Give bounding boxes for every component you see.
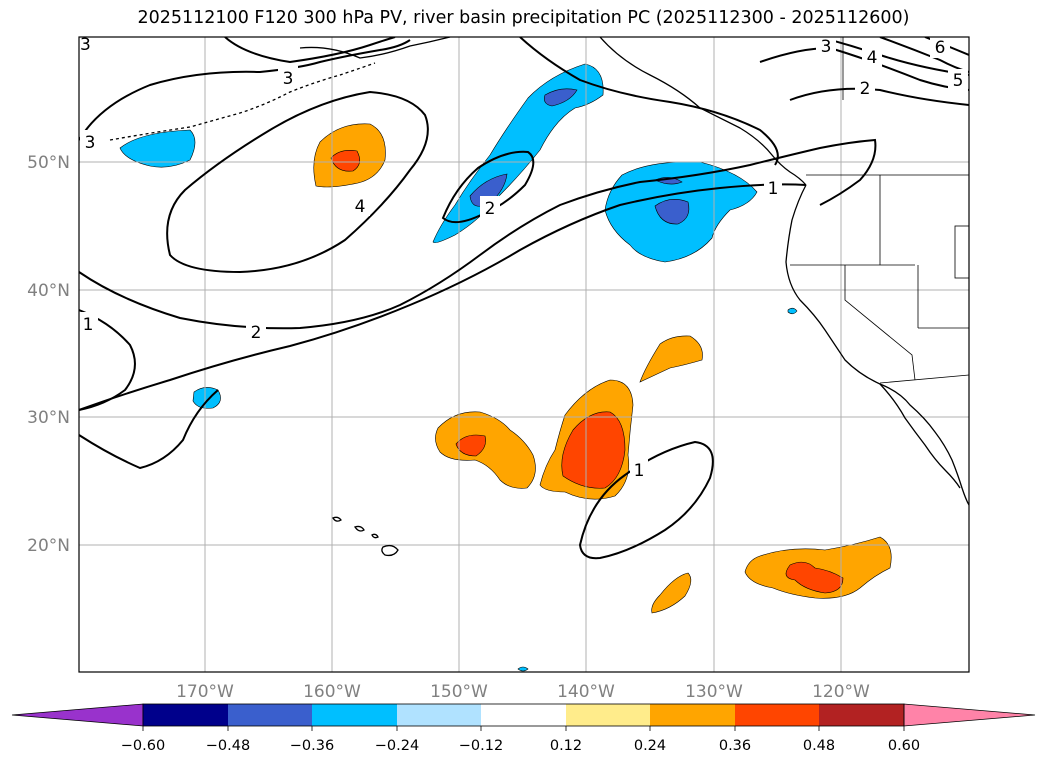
colorbar-tick-label: 0.12 xyxy=(550,738,582,754)
lat-label: 20°N xyxy=(27,536,70,556)
colorbar-extend-high xyxy=(903,703,1036,727)
contour-label: 3 xyxy=(821,37,832,57)
contour-2-north xyxy=(224,37,396,64)
aleutian-chain xyxy=(109,62,376,141)
colorbar-tick-label: 0.60 xyxy=(888,738,920,754)
southeast-alaska-coast xyxy=(599,37,807,186)
contour-2-northeast xyxy=(789,87,969,106)
pos-area-subtropical-4 xyxy=(651,572,692,614)
contour-1-main xyxy=(79,183,807,411)
colorbar-tick-label: 0.48 xyxy=(803,738,835,754)
map-plot-area: 3 3 4 2 2 1 1 1 3 4 5 6 2 3 xyxy=(79,35,969,672)
latitude-labels: 50°N 40°N 30°N 20°N xyxy=(27,153,70,556)
colorbar-tick-label: −0.36 xyxy=(290,738,334,754)
colorbar-tick-label: −0.60 xyxy=(121,738,165,754)
baja-peninsula xyxy=(879,383,961,489)
contour-2-loop xyxy=(441,150,535,224)
contour-4 xyxy=(166,90,429,274)
pos-area-subtropical-3 xyxy=(639,335,703,383)
lon-label: 160°W xyxy=(303,682,361,702)
contour-label: 2 xyxy=(485,199,496,219)
colorbar-bin xyxy=(397,704,481,726)
contour-3-gulf-alaska xyxy=(519,37,779,166)
hawaii-oahu xyxy=(332,516,342,522)
hawaii-kauai xyxy=(371,533,379,539)
contour-label: 3 xyxy=(85,133,96,153)
pos-area-subtropical-2-core xyxy=(561,411,626,489)
contour-3-northwest xyxy=(79,39,411,141)
lat-label: 50°N xyxy=(27,153,70,173)
contour-label: 5 xyxy=(953,71,964,91)
colorbar-bin xyxy=(650,704,735,726)
contour-label: 4 xyxy=(355,197,366,217)
contour-label: 2 xyxy=(860,79,871,99)
lon-label: 150°W xyxy=(430,682,488,702)
neg-area-northeast-core xyxy=(654,198,690,225)
pos-area-subtropical-1-core xyxy=(455,434,486,457)
lon-label: 120°W xyxy=(812,682,870,702)
map-title: 2025112100 F120 300 hPa PV, river basin … xyxy=(137,8,910,28)
colorbar-bin xyxy=(312,704,397,726)
contour-1-west xyxy=(79,309,136,411)
colorbar-bin xyxy=(566,704,650,726)
neg-area-gulf-alaska-core2 xyxy=(469,173,508,207)
coastlines xyxy=(109,37,969,557)
neg-area-bottom xyxy=(517,666,529,672)
colorbar-bin xyxy=(735,704,819,726)
neg-area-gulf-alaska-core xyxy=(544,88,578,107)
contour-label: 2 xyxy=(251,323,262,343)
north-america-west-coast xyxy=(785,184,969,506)
contour-label: 3 xyxy=(283,69,294,89)
lat-label: 40°N xyxy=(27,281,70,301)
colorbar-extend-low xyxy=(11,703,144,727)
neg-area-small xyxy=(787,307,798,315)
colorbar-tick-label: 0.36 xyxy=(719,738,751,754)
pos-area-tropical-east xyxy=(744,536,892,599)
contour-1-lower xyxy=(79,389,219,470)
contour-label: 4 xyxy=(867,48,878,68)
hawaii-big-island xyxy=(381,544,399,557)
colorbar-tick-label: −0.24 xyxy=(375,738,419,754)
lon-label: 130°W xyxy=(685,682,743,702)
pos-area-tropical-east-core xyxy=(785,561,844,594)
contour-label: 3 xyxy=(80,35,91,55)
colorbar-bin xyxy=(481,704,566,726)
precip-shading xyxy=(119,63,892,672)
contour-labels: 3 3 4 2 2 1 1 1 3 4 5 6 2 3 xyxy=(79,35,968,481)
lon-label: 140°W xyxy=(557,682,615,702)
colorbar-bin xyxy=(228,704,312,726)
contour-label: 1 xyxy=(634,461,645,481)
colorbar: −0.60 −0.48 −0.36 −0.24 −0.12 0.12 0.24 … xyxy=(11,703,1036,754)
alaska-coast xyxy=(299,37,451,59)
contour-1-loop xyxy=(578,440,714,560)
colorbar-tick-label: −0.48 xyxy=(206,738,250,754)
longitude-labels: 170°W 160°W 150°W 140°W 130°W 120°W xyxy=(176,682,870,702)
colorbar-tick-label: −0.12 xyxy=(459,738,503,754)
colorbar-bin xyxy=(819,704,904,726)
graticule xyxy=(79,37,969,672)
colorbar-tick-label: 0.24 xyxy=(634,738,666,754)
hawaii-maui xyxy=(353,525,365,532)
pos-area-subtropical-1 xyxy=(435,411,536,489)
contour-label: 1 xyxy=(83,315,94,335)
contour-label: 1 xyxy=(768,179,779,199)
contour-label: 6 xyxy=(935,38,946,58)
lon-label: 170°W xyxy=(176,682,234,702)
lat-label: 30°N xyxy=(27,408,70,428)
plot-frame xyxy=(78,36,970,673)
colorbar-outline xyxy=(142,703,905,727)
political-borders xyxy=(790,37,969,384)
colorbar-bin xyxy=(143,704,228,726)
